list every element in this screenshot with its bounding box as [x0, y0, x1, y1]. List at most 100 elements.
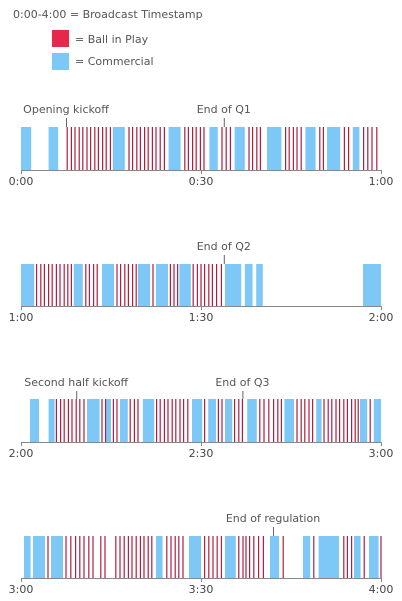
commercial-block	[225, 536, 236, 578]
play-mark	[363, 127, 365, 170]
play-mark	[200, 264, 202, 306]
play-mark	[135, 264, 137, 306]
play-mark	[128, 127, 130, 170]
play-mark	[182, 536, 184, 578]
play-mark	[187, 399, 189, 442]
play-mark	[70, 127, 72, 170]
commercial-block	[33, 536, 45, 578]
tick-label: 4:00	[369, 583, 394, 596]
commercial-block	[48, 399, 55, 442]
play-mark	[75, 399, 77, 442]
legend-title: 0:00-4:00 = Broadcast Timestamp	[13, 8, 203, 21]
play-mark	[221, 399, 223, 442]
play-mark	[346, 536, 348, 578]
commercial-block	[316, 399, 322, 442]
play-mark	[109, 127, 111, 170]
play-mark	[220, 536, 222, 578]
tick-label: 3:00	[369, 447, 394, 460]
play-mark	[71, 399, 73, 442]
play-mark	[96, 264, 98, 306]
play-mark	[376, 127, 378, 170]
play-mark	[166, 536, 168, 578]
commercial-block	[120, 399, 128, 442]
annotation-label: Opening kickoff	[23, 103, 109, 116]
commercial-block	[225, 264, 242, 306]
tick-label: 1:00	[9, 311, 34, 324]
play-mark	[59, 264, 61, 306]
commercial-block	[102, 264, 114, 306]
play-mark	[82, 127, 84, 170]
play-mark	[70, 536, 72, 578]
play-mark	[183, 399, 185, 442]
play-mark	[343, 127, 345, 170]
play-mark	[43, 264, 45, 306]
play-mark	[116, 264, 118, 306]
play-mark	[40, 264, 42, 306]
play-mark	[135, 536, 137, 578]
play-mark	[288, 127, 290, 170]
play-mark	[312, 399, 314, 442]
play-mark	[65, 536, 67, 578]
play-mark	[90, 127, 92, 170]
tick-label: 1:30	[189, 311, 214, 324]
play-mark	[144, 127, 146, 170]
tick-label: 0:00	[9, 175, 34, 188]
play-mark	[102, 127, 104, 170]
play-mark	[105, 127, 107, 170]
play-mark	[256, 127, 258, 170]
play-mark	[155, 127, 157, 170]
play-mark	[93, 264, 95, 306]
legend-swatch-commercial	[52, 53, 69, 70]
play-mark	[343, 536, 345, 578]
play-mark	[63, 264, 65, 306]
play-mark	[203, 127, 205, 170]
play-mark	[67, 399, 69, 442]
play-mark	[131, 536, 133, 578]
play-mark	[67, 264, 69, 306]
legend-label-ball-in-play: = Ball in Play	[75, 33, 149, 46]
commercial-block	[138, 264, 150, 306]
play-mark	[351, 399, 353, 442]
play-mark	[124, 264, 126, 306]
play-mark	[296, 399, 298, 442]
commercial-block	[267, 127, 282, 170]
play-mark	[252, 127, 254, 170]
play-mark	[92, 536, 94, 578]
play-mark	[296, 127, 298, 170]
legend-swatch-ball-in-play	[52, 30, 69, 47]
play-mark	[331, 399, 333, 442]
play-mark	[220, 264, 222, 306]
tick-label: 2:00	[9, 447, 34, 460]
play-mark	[300, 127, 302, 170]
commercial-block	[318, 536, 339, 578]
play-mark	[139, 127, 141, 170]
play-mark	[129, 399, 131, 442]
commercial-block	[156, 536, 163, 578]
play-mark	[79, 536, 81, 578]
play-mark	[163, 127, 165, 170]
play-mark	[354, 399, 356, 442]
play-mark	[273, 399, 275, 442]
play-mark	[304, 399, 306, 442]
commercial-block	[305, 127, 316, 170]
play-mark	[357, 399, 359, 442]
tick-label: 1:00	[369, 175, 394, 188]
play-mark	[192, 264, 194, 306]
play-mark	[55, 399, 57, 442]
play-mark	[259, 127, 261, 170]
play-mark	[47, 536, 49, 578]
play-mark	[97, 127, 99, 170]
play-mark	[184, 127, 186, 170]
play-mark	[178, 536, 180, 578]
commercial-block	[112, 127, 125, 170]
commercial-block	[24, 536, 31, 578]
play-mark	[259, 399, 261, 442]
play-mark	[119, 536, 121, 578]
annotation-label: End of regulation	[226, 512, 320, 525]
play-mark	[262, 536, 264, 578]
timeline-panel: 3:00 3:30 4:00 End of regulation	[9, 512, 394, 596]
play-mark	[211, 264, 213, 306]
play-mark	[51, 264, 53, 306]
play-mark	[104, 536, 106, 578]
play-mark	[343, 399, 345, 442]
